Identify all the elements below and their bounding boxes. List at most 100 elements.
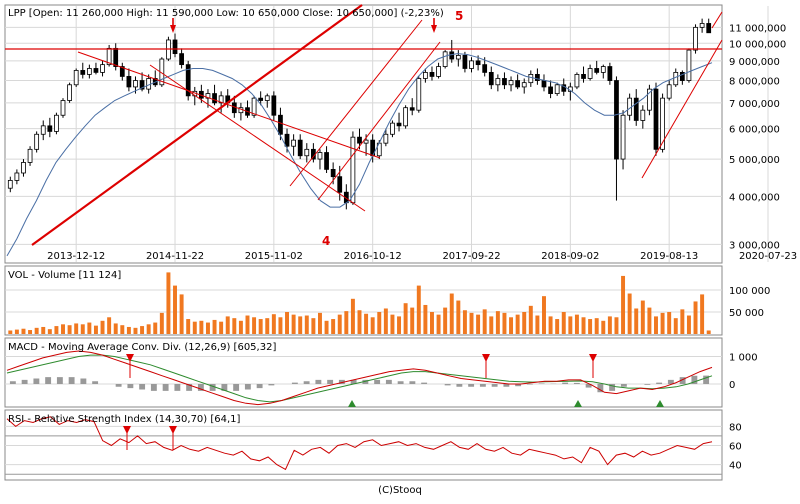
volume-bar xyxy=(404,303,408,334)
candle-body xyxy=(634,98,638,120)
volume-bar xyxy=(384,308,388,334)
volume-bar xyxy=(450,294,454,334)
candle-body xyxy=(509,81,513,85)
candle-body xyxy=(28,149,32,162)
candle-body xyxy=(8,180,12,188)
volume-bar xyxy=(81,324,85,334)
volume-bar xyxy=(661,313,665,334)
macd-histogram-bar xyxy=(374,380,380,384)
candle-body xyxy=(325,153,329,170)
volume-bar xyxy=(443,308,447,334)
volume-bar xyxy=(140,326,144,334)
volume-bar xyxy=(285,312,289,334)
candle-body xyxy=(700,23,704,27)
candle-body xyxy=(74,70,78,84)
volume-bar xyxy=(87,323,91,334)
macd-histogram-bar xyxy=(445,384,451,385)
candle-body xyxy=(614,81,618,160)
volume-bar xyxy=(371,317,375,334)
candle-body xyxy=(390,123,394,134)
wave-label-5: 5 xyxy=(455,9,463,23)
candle-body xyxy=(101,65,105,73)
volume-tick-label: 50 000 xyxy=(729,308,764,319)
macd-histogram-bar xyxy=(268,384,274,385)
candle-body xyxy=(470,61,474,69)
candle-body xyxy=(463,55,467,68)
volume-bar xyxy=(614,317,618,334)
candle-body xyxy=(252,98,256,115)
volume-bar xyxy=(700,294,704,334)
volume-bar xyxy=(397,316,401,334)
volume-bar xyxy=(246,316,250,334)
volume-bar xyxy=(575,315,579,334)
candle-body xyxy=(529,74,533,82)
candle-body xyxy=(180,54,184,65)
rsi-sell-marker xyxy=(123,426,131,434)
volume-bar xyxy=(259,319,263,334)
candle-body xyxy=(61,100,65,115)
candle-body xyxy=(384,134,388,143)
candle-body xyxy=(588,68,592,78)
volume-bar xyxy=(608,316,612,334)
rsi-tick-label: 80 xyxy=(729,422,742,433)
candle-body xyxy=(496,78,500,84)
volume-bar xyxy=(193,322,197,334)
candle-body xyxy=(575,74,579,87)
volume-bar xyxy=(252,317,256,334)
volume-bar xyxy=(674,318,678,334)
candle-body xyxy=(483,65,487,73)
price-tick-label: 3 000,000 xyxy=(729,240,780,251)
volume-bar xyxy=(423,305,427,334)
candle-body xyxy=(423,72,427,78)
candle-body xyxy=(358,137,362,143)
candle-body xyxy=(278,115,282,134)
volume-bar xyxy=(147,324,151,334)
date-tick-label: 2015-11-02 xyxy=(245,251,303,262)
price-tick-label: 11 000,000 xyxy=(729,23,786,34)
candle-body xyxy=(127,76,131,87)
candle-body xyxy=(54,115,58,131)
macd-histogram-bar xyxy=(174,384,180,391)
candle-body xyxy=(621,115,625,159)
volume-bar xyxy=(410,308,414,334)
volume-bar xyxy=(496,311,500,334)
volume-bar xyxy=(292,315,296,334)
macd-tick-label: 0 xyxy=(729,380,735,391)
candle-body xyxy=(443,52,447,67)
candle-body xyxy=(68,85,72,101)
volume-bar xyxy=(707,330,711,334)
volume-bar xyxy=(654,316,658,334)
volume-bar xyxy=(529,306,533,334)
volume-bar xyxy=(278,317,282,334)
candle-body xyxy=(35,134,39,149)
volume-bar xyxy=(219,322,223,334)
candle-body xyxy=(450,52,454,59)
macd-buy-marker xyxy=(574,400,582,407)
trend-line-recent-top xyxy=(712,12,722,28)
volume-bar xyxy=(114,323,118,334)
date-tick-label: 2017-09-22 xyxy=(442,251,500,262)
candle-body xyxy=(87,68,91,74)
price-tick-label: 7 000,000 xyxy=(729,99,780,110)
candle-body xyxy=(48,126,52,132)
macd-histogram-bar xyxy=(45,377,51,384)
volume-bar xyxy=(601,321,605,334)
channel2-upper-line xyxy=(318,42,440,200)
volume-bar xyxy=(232,318,236,334)
candle-body xyxy=(694,27,698,50)
candle-body xyxy=(687,50,691,80)
price-tick-label: 5 000,000 xyxy=(729,155,780,166)
volume-tick-label: 100 000 xyxy=(729,286,770,297)
candle-body xyxy=(404,108,408,126)
candle-body xyxy=(595,68,599,72)
macd-histogram-bar xyxy=(292,383,298,384)
candle-body xyxy=(338,177,342,193)
candle-body xyxy=(522,83,526,87)
macd-histogram-bar xyxy=(456,384,462,387)
volume-bar xyxy=(470,313,474,334)
candle-body xyxy=(410,108,414,110)
volume-bar xyxy=(687,316,691,334)
volume-bar xyxy=(595,318,599,334)
volume-bar xyxy=(74,323,78,334)
price-tick-label: 4 000,000 xyxy=(729,192,780,203)
